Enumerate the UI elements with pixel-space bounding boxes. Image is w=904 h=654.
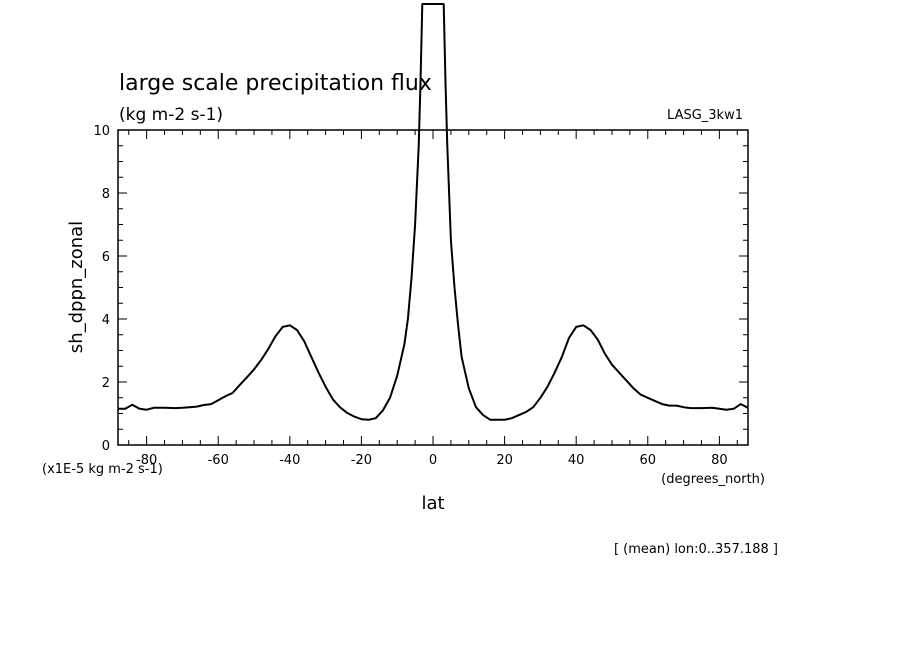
x-tick-label: -80 — [136, 453, 157, 468]
chart-subtitle: (kg m-2 s-1) — [119, 105, 223, 125]
x-tick-label: -20 — [351, 453, 372, 468]
series-line — [118, 3, 748, 421]
y-tick-label: 8 — [102, 187, 110, 202]
y-axis-label: sh_dppn_zonal — [66, 221, 87, 353]
y-tick-label: 2 — [102, 376, 110, 391]
y-tick-label: 4 — [102, 313, 110, 328]
x-axis-label: lat — [421, 493, 444, 514]
x-tick-label: -40 — [279, 453, 300, 468]
x-units-label: (degrees_north) — [661, 472, 765, 487]
x-tick-label: 20 — [496, 453, 513, 468]
x-tick-label: 80 — [711, 453, 728, 468]
y-tick-label: 10 — [93, 124, 110, 139]
y-units-label: (x1E-5 kg m-2 s-1) — [42, 462, 163, 477]
x-tick-label: 40 — [568, 453, 585, 468]
x-tick-labels: -80 -60 -40 -20 0 20 40 60 80 — [136, 453, 728, 468]
run-label: LASG_3kw1 — [667, 108, 743, 123]
axis-ticks — [118, 129, 748, 446]
mean-annotation: [ (mean) lon:0..357.188 ] — [614, 542, 778, 557]
y-tick-labels: 0 2 4 6 8 10 — [93, 124, 110, 454]
y-tick-label: 6 — [102, 250, 110, 265]
y-tick-label: 0 — [102, 439, 110, 454]
x-tick-label: -60 — [208, 453, 229, 468]
x-tick-label: 60 — [639, 453, 656, 468]
chart-title: large scale precipitation flux — [119, 71, 432, 96]
plot-frame — [117, 129, 749, 446]
x-tick-label: 0 — [429, 453, 437, 468]
